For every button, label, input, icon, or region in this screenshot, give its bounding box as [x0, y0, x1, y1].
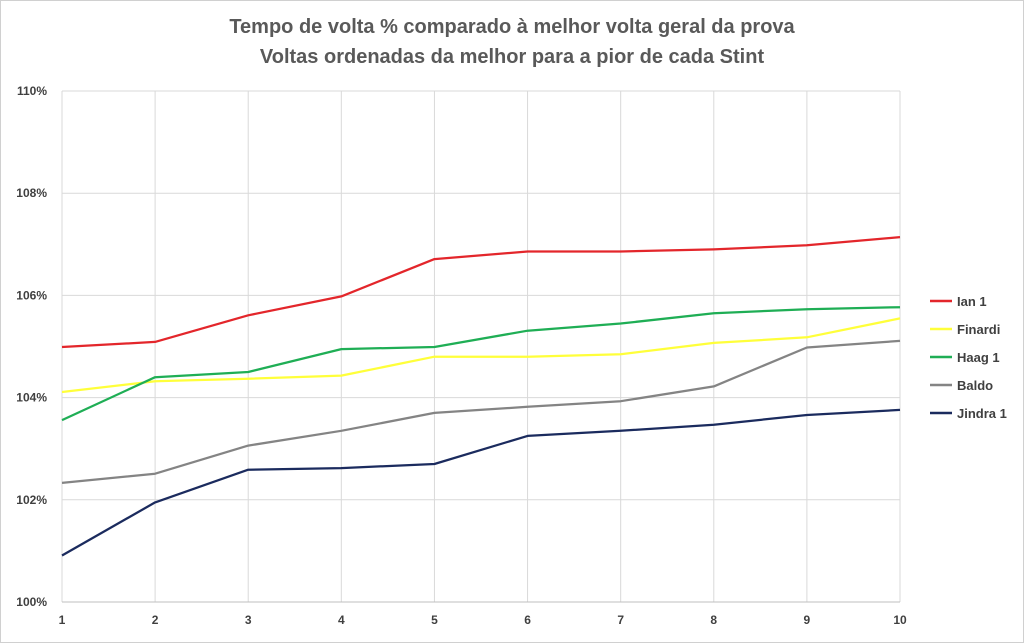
- series-line-baldo: [61, 339, 901, 485]
- series-line-finardi: [61, 317, 901, 394]
- y-tick-label: 110%: [17, 84, 47, 98]
- legend-label: Baldo: [957, 378, 993, 393]
- legend-label: Ian 1: [957, 294, 987, 309]
- legend-label: Jindra 1: [957, 406, 1007, 421]
- series-line-ian-1: [61, 235, 901, 349]
- legend-label: Finardi: [957, 322, 1000, 337]
- chart-title: Tempo de volta % comparado à melhor volt…: [229, 16, 795, 38]
- x-tick-label: 4: [338, 613, 345, 627]
- x-tick-label: 8: [710, 613, 717, 627]
- y-tick-label: 104%: [16, 391, 47, 405]
- x-tick-label: 10: [893, 613, 907, 627]
- x-tick-label: 7: [617, 613, 624, 627]
- x-tick-label: 2: [152, 613, 159, 627]
- x-tick-label: 3: [245, 613, 252, 627]
- x-tick-label: 6: [524, 613, 531, 627]
- legend-label: Haag 1: [957, 350, 1000, 365]
- x-tick-label: 1: [59, 613, 66, 627]
- x-tick-label: 5: [431, 613, 438, 627]
- x-tick-label: 9: [804, 613, 811, 627]
- y-tick-label: 100%: [16, 595, 47, 609]
- y-tick-label: 102%: [16, 493, 47, 507]
- y-tick-label: 108%: [16, 186, 47, 200]
- series-line-haag-1: [61, 306, 901, 422]
- chart-subtitle: Voltas ordenadas da melhor para a pior d…: [259, 46, 765, 68]
- series-line-jindra-1: [61, 408, 901, 557]
- y-tick-label: 106%: [16, 288, 47, 302]
